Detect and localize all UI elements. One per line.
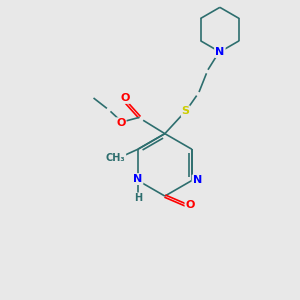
Text: O: O <box>120 93 129 103</box>
Text: N: N <box>133 174 142 184</box>
Text: O: O <box>185 200 195 210</box>
Text: N: N <box>215 47 224 57</box>
Text: S: S <box>182 106 190 116</box>
Text: H: H <box>134 193 142 203</box>
Text: CH₃: CH₃ <box>106 153 125 163</box>
Text: N: N <box>193 176 202 185</box>
Text: O: O <box>116 118 126 128</box>
Text: N: N <box>215 47 224 57</box>
